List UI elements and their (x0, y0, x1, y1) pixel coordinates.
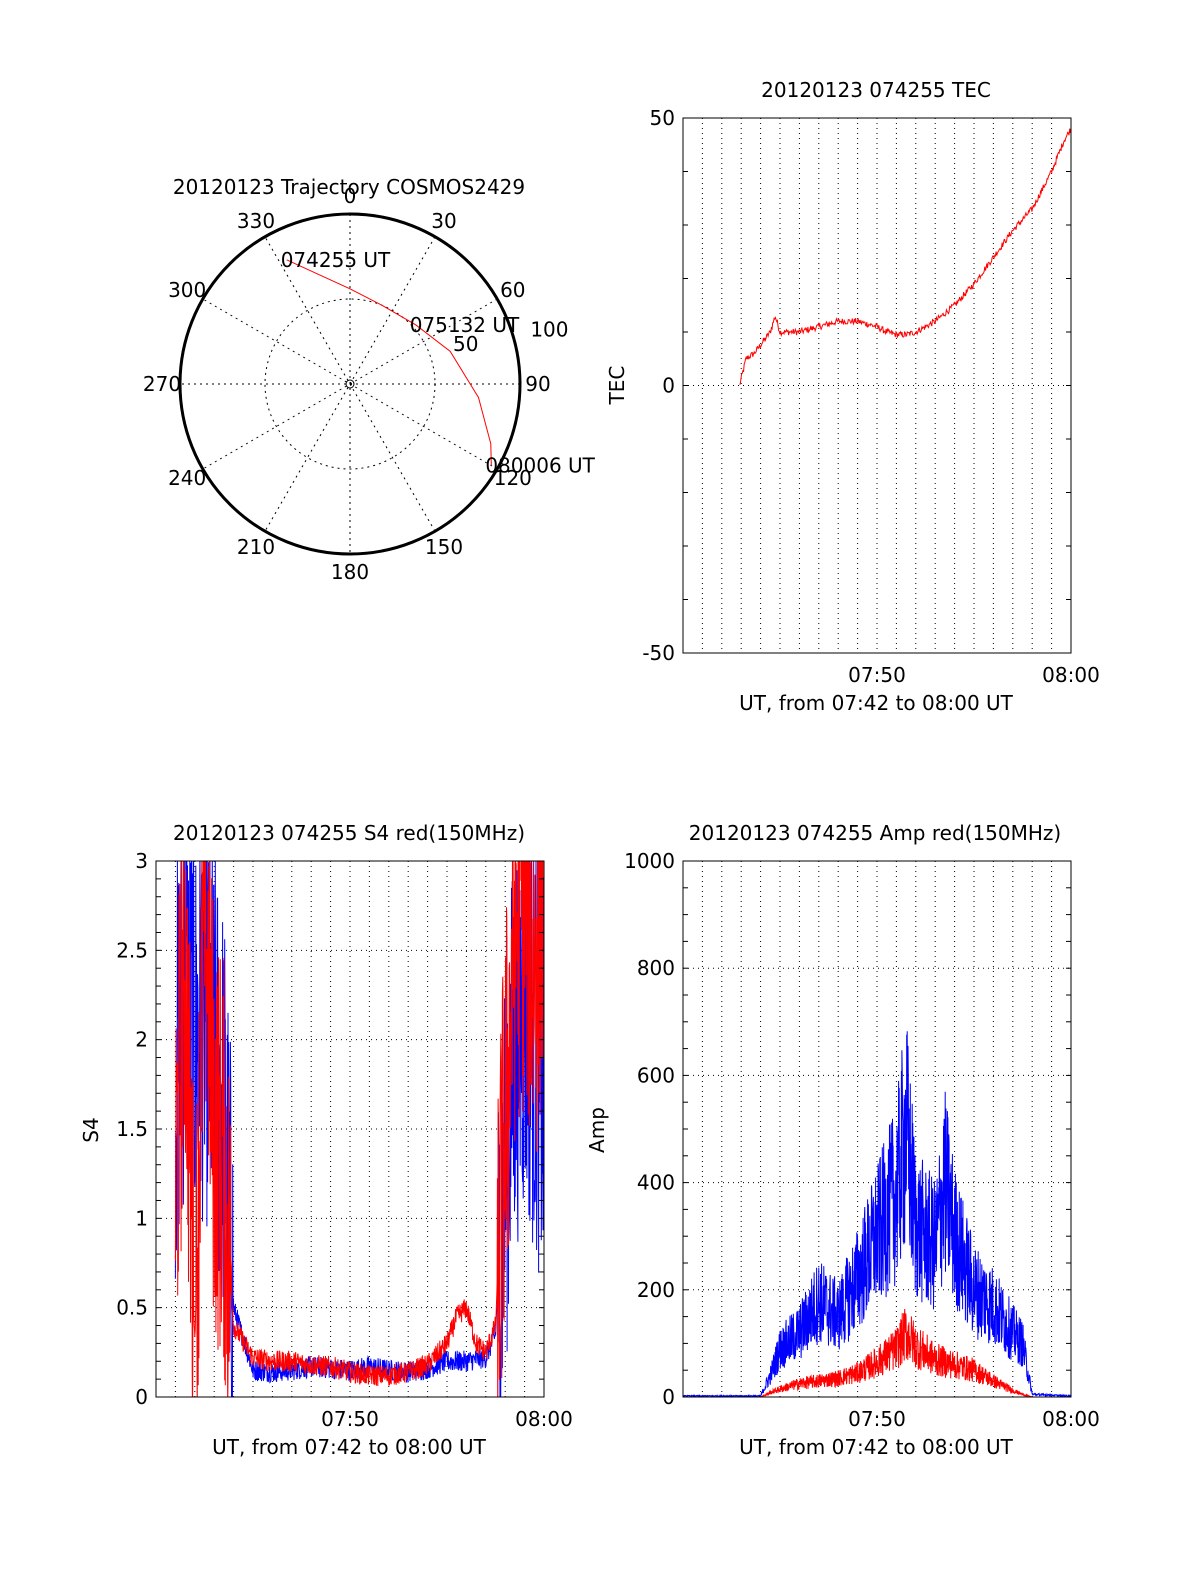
series-line-0 (683, 1031, 1071, 1397)
y-tick-label: 800 (637, 956, 675, 980)
y-tick-label: 0.5 (116, 1296, 148, 1320)
y-tick-label: 2 (135, 1028, 148, 1052)
s4-xlabel: UT, from 07:42 to 08:00 UT (212, 1435, 487, 1459)
x-tick-label: 07:50 (848, 1407, 906, 1431)
amp-title: 20120123 074255 Amp red(150MHz) (689, 821, 1061, 845)
angle-label: 90 (525, 372, 550, 396)
polar-center (345, 379, 355, 389)
angle-label: 60 (500, 278, 525, 302)
y-tick-label: 1000 (624, 849, 675, 873)
radial-label: 100 (530, 317, 568, 341)
angle-label: 150 (425, 535, 463, 559)
amp-series (683, 1031, 1071, 1397)
polar-outer-circle (178, 212, 522, 556)
trajectory-line (286, 259, 492, 466)
x-tick-label: 08:00 (1042, 663, 1100, 687)
s4-series (174, 861, 544, 1397)
angle-label: 270 (143, 372, 181, 396)
s4-plot: 20120123 074255 S4 red(150MHz) 0 0.5 1 1.5 2… (79, 821, 573, 1459)
angle-label: 120 (494, 466, 532, 490)
y-tick-label: 1.5 (116, 1117, 148, 1141)
y-tick-label: 0 (135, 1385, 148, 1409)
tec-series (739, 128, 1071, 385)
x-tick-label: 07:50 (848, 663, 906, 687)
y-tick-label: 200 (637, 1278, 675, 1302)
amp-ticks: 0 200 400 600 800 1000 07:50 08:00 (624, 849, 1100, 1431)
trajectory-series (286, 259, 492, 466)
tec-plot: 20120123 074255 TEC -50 0 50 07:50 08:00 UT,… (605, 78, 1100, 715)
polar-inner-circle (264, 298, 436, 470)
trajectory-time-label: 075132 UT (410, 313, 520, 337)
tec-title: 20120123 074255 TEC (761, 78, 991, 102)
angle-label: 30 (431, 209, 456, 233)
trajectory-title: 20120123 Trajectory COSMOS2429 (173, 175, 525, 199)
s4-title: 20120123 074255 S4 red(150MHz) (173, 821, 525, 845)
y-tick-label: 600 (637, 1063, 675, 1087)
x-tick-label: 08:00 (1042, 1407, 1100, 1431)
amp-ylabel: Amp (585, 1107, 609, 1153)
angle-label: 210 (237, 535, 275, 559)
series-line-0 (739, 128, 1071, 385)
y-tick-label: 1 (135, 1206, 148, 1230)
polar-labels: 0 30 60 90 120 150 180 210 240 270 300 330 50 100 0742… (143, 184, 596, 584)
angle-label: 0 (344, 184, 357, 208)
y-tick-label: 2.5 (116, 938, 148, 962)
series-line-1 (174, 861, 544, 1397)
tec-grid (683, 118, 1071, 653)
series-line-0 (174, 861, 544, 1397)
y-tick-label: 50 (650, 106, 675, 130)
tec-ylabel: TEC (605, 366, 629, 406)
amp-xlabel: UT, from 07:42 to 08:00 UT (739, 1435, 1014, 1459)
series-line-1 (683, 1308, 1071, 1397)
y-tick-label: 400 (637, 1171, 675, 1195)
polar-grid (180, 214, 520, 554)
angle-label: 330 (237, 209, 275, 233)
angle-label: 300 (168, 278, 206, 302)
angle-label: 180 (331, 560, 369, 584)
trajectory-time-label: 074255 UT (281, 248, 391, 272)
tec-xlabel: UT, from 07:42 to 08:00 UT (739, 691, 1014, 715)
s4-ylabel: S4 (79, 1117, 103, 1142)
polar-spoke (264, 236, 436, 532)
y-tick-label: 0 (662, 1385, 675, 1409)
radial-label: 50 (453, 332, 478, 356)
y-tick-label: 3 (135, 849, 148, 873)
x-tick-label: 07:50 (321, 1407, 379, 1431)
y-tick-label: -50 (642, 641, 675, 665)
trajectory-polar-plot: 20120123 Trajectory COSMOS2429 0 30 60 90 12… (143, 175, 596, 584)
angle-label: 240 (168, 466, 206, 490)
amp-plot: 20120123 074255 Amp red(150MHz) 0 200 400 6… (585, 821, 1100, 1459)
x-tick-label: 08:00 (515, 1407, 573, 1431)
y-tick-label: 0 (662, 374, 675, 398)
tec-ticks: -50 0 50 07:50 08:00 (642, 106, 1099, 687)
trajectory-time-label: 080006 UT (485, 454, 595, 478)
s4-ticks: 0 0.5 1 1.5 2 2.5 3 07:50 08:00 (116, 849, 573, 1431)
